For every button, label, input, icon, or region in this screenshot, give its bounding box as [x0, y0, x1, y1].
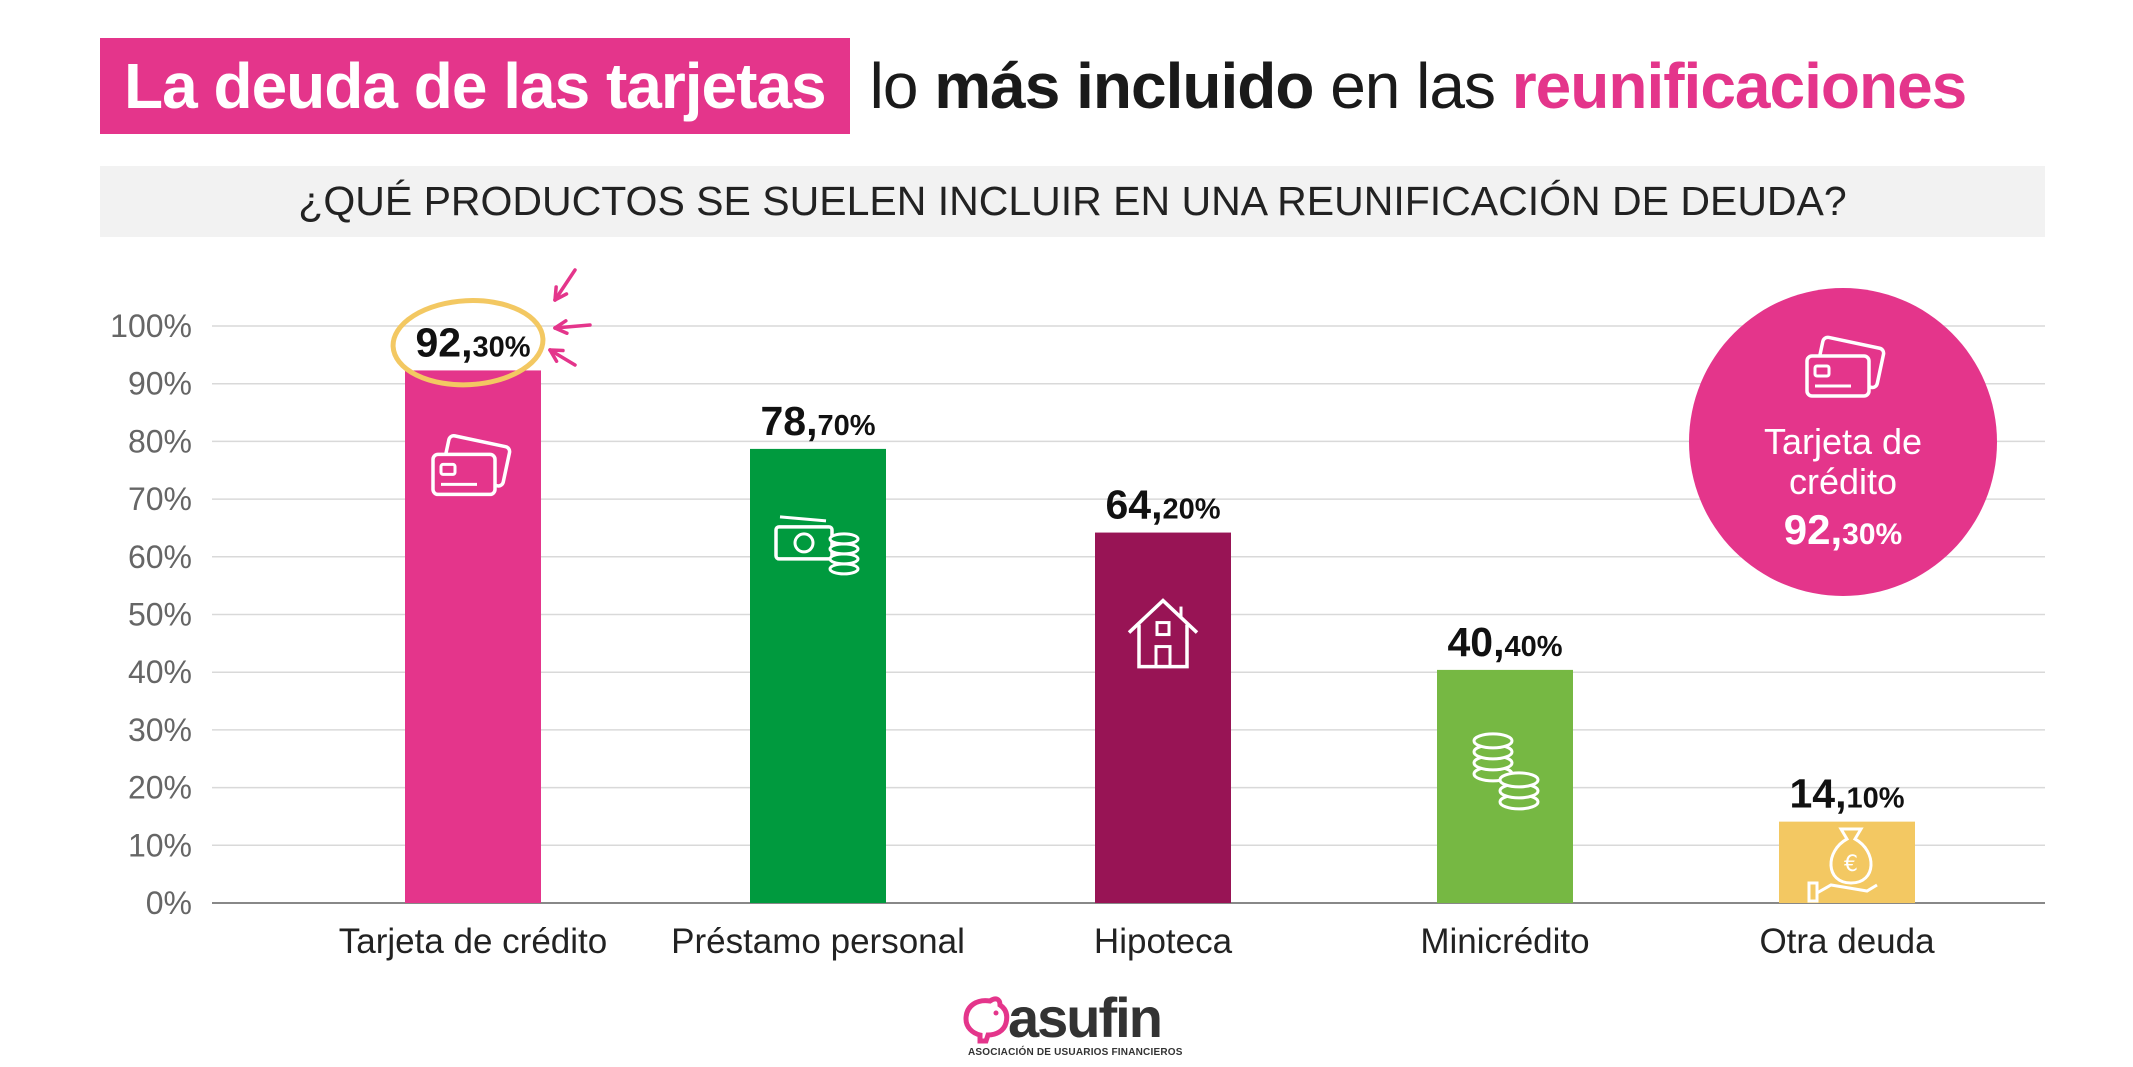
bar-value-label: 78,70% [760, 398, 875, 444]
y-tick-label: 50% [128, 597, 192, 633]
bar-value-label: 40,40% [1447, 619, 1562, 665]
bar [1095, 532, 1231, 903]
highlight-badge [1689, 288, 1997, 596]
y-tick-label: 80% [128, 423, 192, 459]
bar [1779, 821, 1915, 903]
y-tick-label: 30% [128, 712, 192, 748]
coins-icon [1472, 732, 1540, 811]
highlight-arrow-icon [553, 319, 592, 335]
money-icon [774, 515, 860, 576]
logo-name: asufin [1008, 986, 1163, 1049]
y-tick-label: 70% [128, 481, 192, 517]
title-row: La deuda de las tarjetas lo más incluido… [100, 38, 1968, 134]
y-tick-label: 60% [128, 539, 192, 575]
badge-value: 92,30% [1784, 506, 1902, 553]
logo-subtitle: ASOCIACIÓN DE USUARIOS FINANCIEROS [968, 1047, 1183, 1058]
y-tick-label: 0% [146, 885, 192, 921]
badge-label-line2: crédito [1789, 461, 1897, 502]
highlight-circle [390, 298, 546, 388]
title-rest: lo más incluido en las reunificaciones [869, 49, 1968, 123]
badge-label-line1: Tarjeta de [1764, 421, 1922, 462]
chart-subtitle: ¿QUÉ PRODUCTOS SE SUELEN INCLUIR EN UNA … [100, 166, 2045, 237]
y-tick-label: 40% [128, 654, 192, 690]
bar-value-label: 92,30% [415, 319, 530, 365]
credit-card-icon [1805, 335, 1886, 398]
piggy-bank-icon [963, 996, 1010, 1044]
credit-card-icon [431, 434, 512, 497]
bar [405, 370, 541, 904]
y-tick-label: 10% [128, 827, 192, 863]
title-pink: reunificaciones [1511, 50, 1967, 122]
x-tick-label: Minicrédito [1420, 922, 1589, 961]
title-part1: lo [869, 50, 935, 122]
x-tick-label: Otra deuda [1759, 922, 1935, 961]
bar-value-label: 14,10% [1789, 771, 1904, 817]
y-tick-label: 20% [128, 770, 192, 806]
highlight-arrow-icon [553, 268, 577, 302]
bar-value-label: 64,20% [1105, 482, 1220, 528]
svg-text:€: € [1844, 852, 1858, 877]
x-tick-label: Préstamo personal [671, 922, 965, 961]
y-tick-label: 100% [110, 308, 192, 344]
bar [750, 448, 886, 903]
x-tick-label: Hipoteca [1094, 922, 1233, 961]
highlight-arrow-icon [548, 348, 577, 367]
x-tick-label: Tarjeta de crédito [339, 922, 607, 961]
y-tick-label: 90% [128, 366, 192, 402]
title-bold: más incluido [934, 50, 1314, 122]
title-highlight: La deuda de las tarjetas [100, 38, 850, 134]
title-part2: en las [1313, 50, 1512, 122]
house-icon [1127, 598, 1199, 669]
asufin-logo: asufin ASOCIACIÓN DE USUARIOS FINANCIERO… [960, 985, 1190, 1060]
money-bag-icon: € [1807, 827, 1878, 903]
